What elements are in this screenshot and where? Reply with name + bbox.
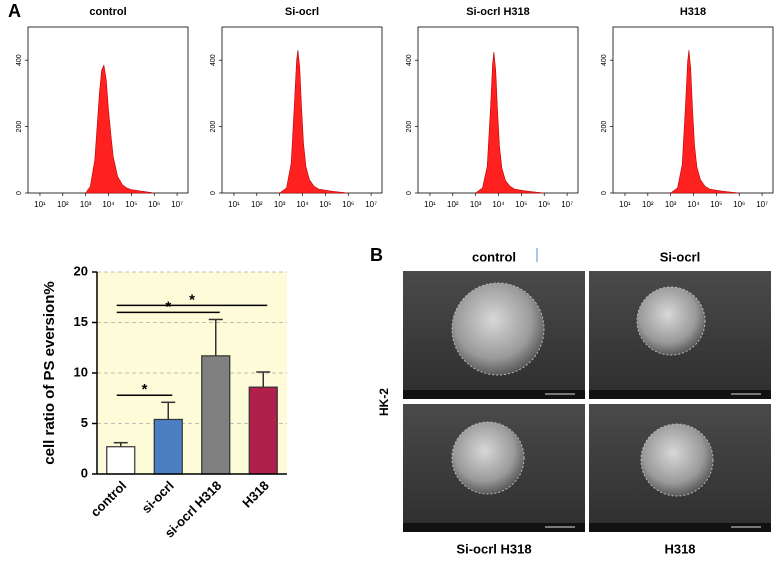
row-label: HK-2 <box>377 388 391 416</box>
image-label: Si-ocrl H318 <box>456 541 531 556</box>
sem-cell <box>451 421 525 495</box>
x-tick-label: 10³ <box>470 200 482 209</box>
x-tick-label: 10⁶ <box>148 200 160 209</box>
histogram-area <box>669 50 740 194</box>
y-tick-label: 0 <box>81 465 88 480</box>
x-tick-label: si-ocrl <box>139 478 177 516</box>
x-tick-label: control <box>88 478 130 520</box>
significance-label: * <box>189 291 195 308</box>
histogram-area <box>278 50 349 194</box>
y-tick-label: 0 <box>406 191 413 195</box>
significance-label: * <box>142 381 148 398</box>
x-tick-label: 10⁷ <box>561 200 573 209</box>
panel-label: B <box>370 245 383 265</box>
x-tick-label: 10⁷ <box>365 200 377 209</box>
chart-title: Si-ocrl <box>285 6 319 18</box>
bar <box>153 418 183 475</box>
image-label: Si-ocrl <box>660 249 700 264</box>
histogram-area <box>474 51 545 194</box>
bar <box>248 386 278 475</box>
x-tick-label: 10⁷ <box>756 200 768 209</box>
bar <box>201 355 231 475</box>
y-tick-label: 400 <box>210 54 217 66</box>
x-tick-label: H318 <box>239 478 272 511</box>
x-tick-label: 10² <box>642 200 654 209</box>
x-tick-label: 10⁵ <box>515 200 527 209</box>
sem-info-bar <box>403 390 585 399</box>
y-tick-label: 200 <box>406 121 413 133</box>
image-label: H318 <box>664 541 695 556</box>
y-tick-label: 200 <box>210 121 217 133</box>
y-tick-label: 400 <box>406 54 413 66</box>
y-tick-label: 10 <box>74 364 88 379</box>
sem-cell <box>451 282 545 376</box>
y-tick-label: 400 <box>16 54 23 66</box>
chart-title: Si-ocrl H318 <box>466 6 530 18</box>
y-tick-label: 0 <box>16 191 23 195</box>
x-tick-label: 10³ <box>80 200 92 209</box>
x-tick-label: 10³ <box>665 200 677 209</box>
bar <box>106 446 136 475</box>
y-tick-label: 200 <box>16 121 23 133</box>
panel-label: A <box>8 1 21 21</box>
sem-info-bar <box>403 523 585 532</box>
y-tick-label: 20 <box>74 263 88 278</box>
y-tick-label: 400 <box>601 54 608 66</box>
x-tick-label: 10⁶ <box>538 200 550 209</box>
x-tick-label: 10⁵ <box>125 200 137 209</box>
x-tick-label: 10² <box>251 200 263 209</box>
x-tick-label: 10⁴ <box>492 200 505 209</box>
x-tick-label: 10⁶ <box>342 200 354 209</box>
y-tick-label: 15 <box>74 314 88 329</box>
y-tick-label: 0 <box>601 191 608 195</box>
x-tick-label: 10¹ <box>34 200 46 209</box>
x-tick-label: 10⁵ <box>710 200 722 209</box>
y-tick-label: 5 <box>81 415 88 430</box>
significance-label: * <box>165 298 171 315</box>
x-tick-label: 10⁷ <box>171 200 183 209</box>
sem-info-bar <box>589 390 771 399</box>
chart-title: control <box>89 6 126 18</box>
sem-cell <box>640 423 714 497</box>
sem-info-bar <box>589 523 771 532</box>
x-tick-label: 10² <box>57 200 69 209</box>
chart-title: H318 <box>680 6 706 18</box>
x-tick-label: 10⁴ <box>687 200 700 209</box>
x-tick-label: 10¹ <box>619 200 631 209</box>
x-tick-label: 10⁶ <box>733 200 745 209</box>
x-tick-label: 10¹ <box>424 200 436 209</box>
sem-cell <box>636 286 706 356</box>
image-label: control <box>472 249 516 264</box>
x-tick-label: 10⁴ <box>102 200 115 209</box>
y-axis-label: cell ratio of PS eversion% <box>41 281 58 464</box>
x-tick-label: 10⁵ <box>319 200 331 209</box>
y-tick-label: 0 <box>210 191 217 195</box>
x-tick-label: 10¹ <box>228 200 240 209</box>
histogram-area <box>85 64 155 194</box>
x-tick-label: 10⁴ <box>296 200 309 209</box>
y-tick-label: 200 <box>601 121 608 133</box>
x-tick-label: 10³ <box>274 200 286 209</box>
x-tick-label: 10² <box>447 200 459 209</box>
